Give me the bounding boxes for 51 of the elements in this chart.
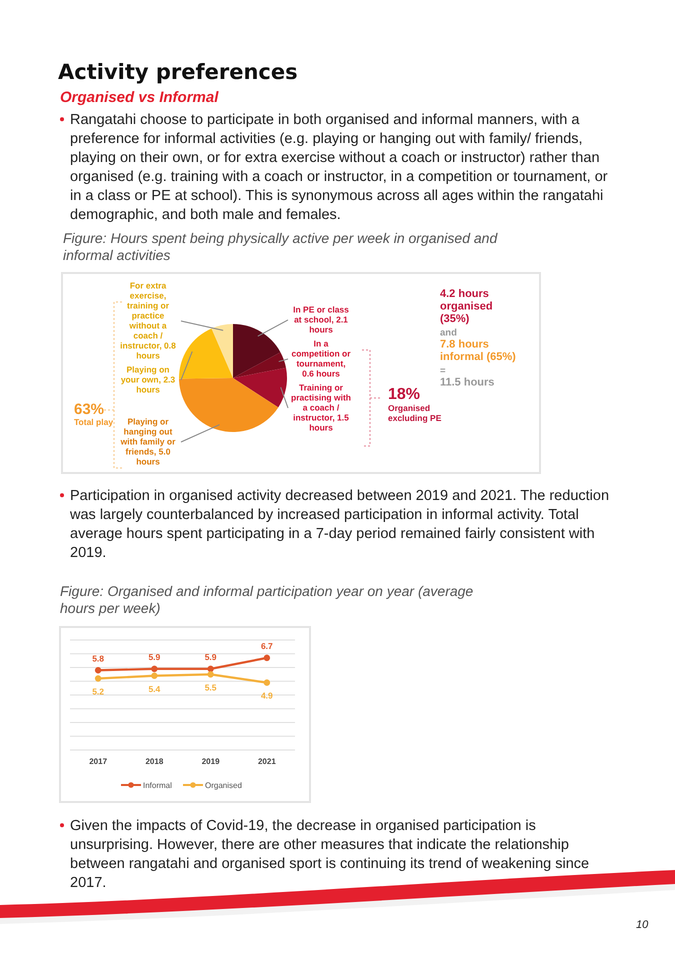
data-label: 5.9 <box>148 652 161 662</box>
text: and <box>440 328 458 338</box>
pie-slice <box>233 368 287 408</box>
slice-label: In PE or class at school, 2.1 hours <box>293 304 350 334</box>
point <box>264 679 270 686</box>
point <box>94 675 102 682</box>
data-label: 5.2 <box>92 686 104 696</box>
data-label: 4.9 <box>260 690 274 701</box>
chart-title: Figure: Hours spent being physically active per week in organised and informal activities <box>63 230 498 263</box>
x-tick-label: 2017 <box>89 757 108 766</box>
data-label: 5.4 <box>148 684 161 694</box>
point <box>151 672 158 679</box>
slice-label: Training or practising with a coach / instructor, 1.5 hours <box>291 382 351 432</box>
x-tick-label: 2021 <box>258 757 276 766</box>
point <box>151 666 158 672</box>
data-label: 5.9 <box>204 652 217 662</box>
text: 11.5 hours <box>440 376 494 388</box>
pie-slice <box>233 324 280 378</box>
text: Organised excluding PE <box>388 403 442 423</box>
text: Organised vs Informal <box>60 89 220 106</box>
slice-label: Playing on your own, 2.3 hours <box>120 364 176 394</box>
pie-slice <box>212 324 233 378</box>
text: 18% <box>388 386 420 403</box>
pie-slice <box>179 378 278 432</box>
text: 63% <box>74 401 104 418</box>
text: Given the impacts of Covid-19, the decrease in organised participation is unsurprising. However, there are other measures that indicate the relationship between rangatahi and organised sport is continuing its trend of weakening since 2017. <box>70 818 590 891</box>
point <box>207 671 214 678</box>
text: Participation in organised activity decreased between 2019 and 2021. The reduction was largely counterbalanced by increased participation in informal activity. Total average hours spent participating in a 7-day period remained fairly consistent with 2019. <box>69 488 610 561</box>
text: = <box>440 366 446 376</box>
x-tick-label: 2019 <box>202 757 220 766</box>
text: Activity preferences <box>58 60 298 84</box>
legend-label: Organised <box>205 781 242 790</box>
text: Rangatahi choose to participate in both organised and informal manners, with a preference for informal activities (e.g. playing or hanging out with family/ friends, playing on their own, or for extra exercise without a coach or instructor) rather than organised (e.g. training with a coach or instructor, in a competition or tournament, or in a class or PE at school). This is synonymous across all ages within the rangatahi demographic, and both male and females. <box>70 112 608 223</box>
data-label: 5.5 <box>204 682 217 692</box>
pie-slice <box>179 328 233 379</box>
slice-label: In a competition or tournament, 0.6 hours <box>291 338 352 378</box>
point <box>207 666 214 672</box>
legend-label: Informal <box>143 781 172 790</box>
data-label: 5.8 <box>92 653 104 664</box>
data-label: 6.7 <box>260 640 274 651</box>
slice-label: Playing or hanging out with family or friends, 5.0 hours <box>120 416 176 466</box>
point <box>94 667 102 674</box>
text: Total play <box>74 417 114 427</box>
pie-slice <box>233 352 286 378</box>
x-tick-label: 2018 <box>145 757 164 766</box>
chart-title: Figure: Organised and informal participation year on year (average hours per week) <box>60 583 474 616</box>
slice-label: For extra exercise, training or practice without a coach / instructor, 0.8 hours <box>120 280 176 360</box>
point <box>264 654 270 662</box>
text: 10 <box>636 919 650 931</box>
text: 4.2 hours organised (35%) <box>440 288 493 325</box>
text: 7.8 hours informal (65%) <box>440 338 516 363</box>
